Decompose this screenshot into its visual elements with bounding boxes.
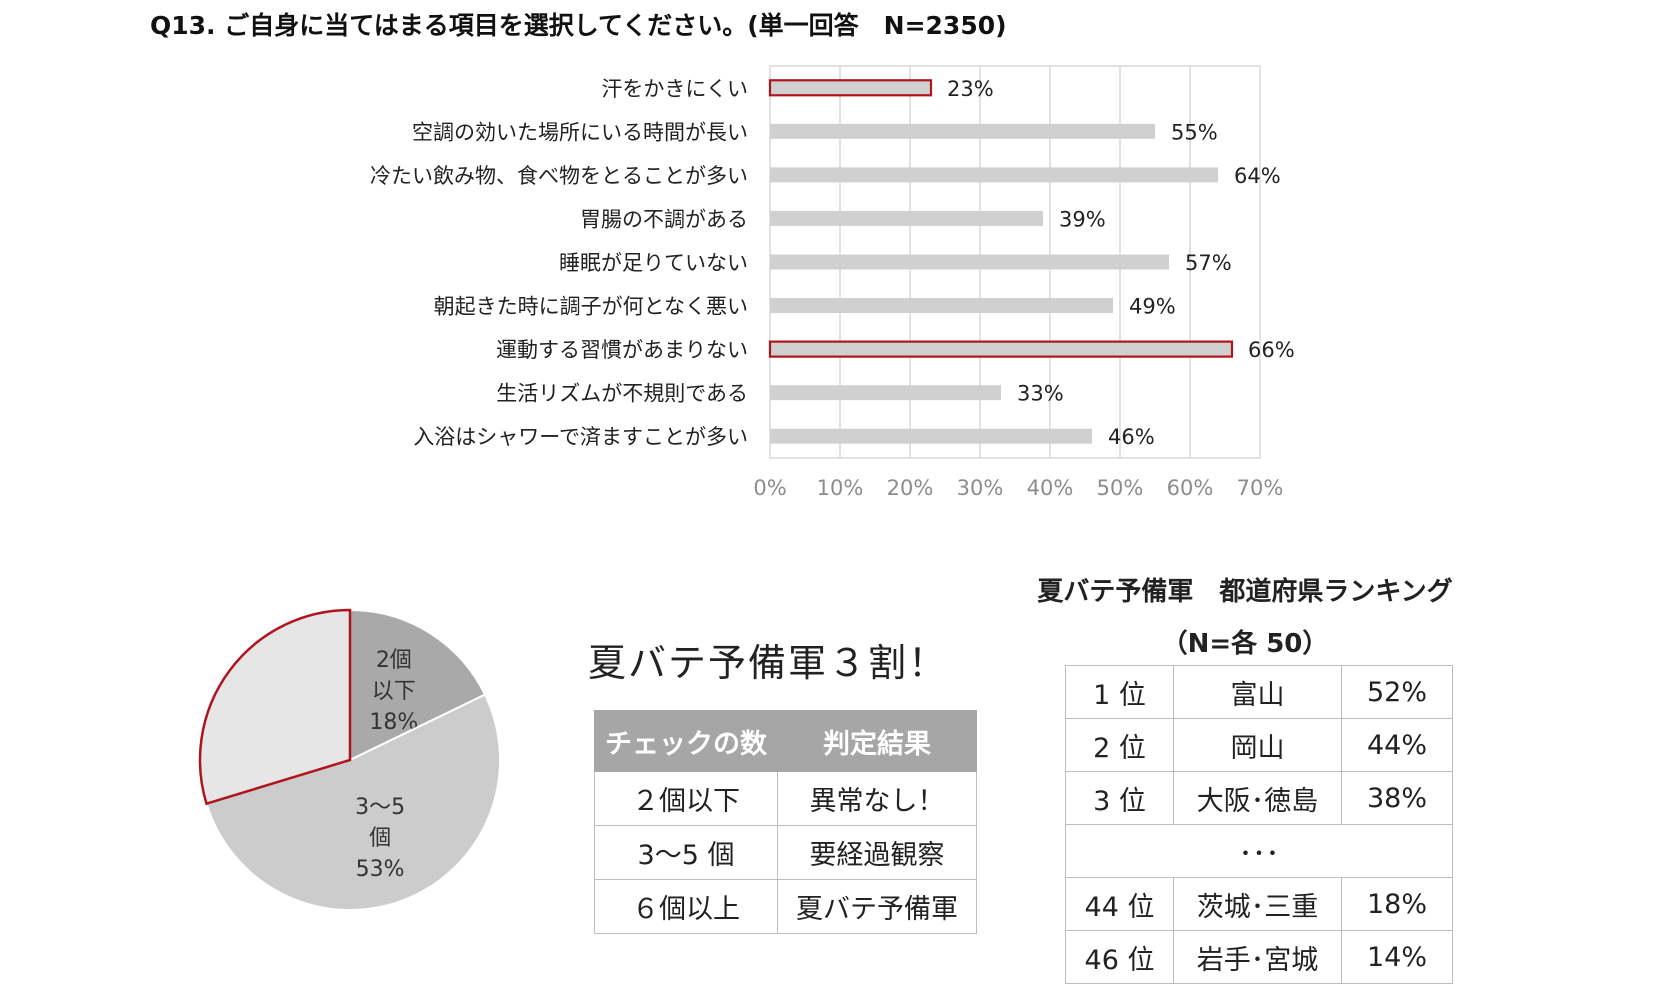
pie-label: 2個 <box>376 648 412 673</box>
percent-cell: 44% <box>1341 718 1453 772</box>
x-tick-label: 60% <box>1167 476 1214 500</box>
rank-cell: 2 位 <box>1065 718 1174 772</box>
category-label: 入浴はシャワーで済ますことが多い <box>413 425 748 449</box>
data-label: 23% <box>947 77 994 101</box>
table-header-row: チェックの数 判定結果 <box>594 710 977 772</box>
pie-label: 個 <box>369 826 391 851</box>
x-tick-label: 40% <box>1027 476 1074 500</box>
table-row: 46 位 岩手･宮城 14% <box>1065 930 1453 984</box>
data-label: 57% <box>1185 251 1232 275</box>
pie-slice <box>205 693 501 912</box>
table-header: チェックの数 <box>594 710 778 772</box>
table-cell: ６個以上 <box>594 879 778 934</box>
ranking-table: 1 位 富山 52% 2 位 岡山 44% 3 位 大阪･徳島 38% ･･･ … <box>1065 665 1453 984</box>
pie-label: 3～5 <box>355 795 405 820</box>
table-row: ２個以下 異常なし！ <box>594 771 977 826</box>
ranking-title: 夏バテ予備軍 都道府県ランキング <box>1037 577 1453 607</box>
percent-cell: 52% <box>1341 665 1453 719</box>
bar <box>770 123 1155 139</box>
percent-cell: 38% <box>1341 771 1453 825</box>
table-row: ６個以上 夏バテ予備軍 <box>594 879 977 934</box>
x-tick-label: 0% <box>753 476 786 500</box>
x-tick-label: 30% <box>957 476 1004 500</box>
rank-cell: 1 位 <box>1065 665 1174 719</box>
data-label: 49% <box>1129 295 1176 319</box>
percent-cell: 18% <box>1341 877 1453 931</box>
category-label: 冷たい飲み物、食べ物をとることが多い <box>370 164 748 188</box>
category-label: 空調の効いた場所にいる時間が長い <box>412 120 748 144</box>
x-tick-label: 50% <box>1097 476 1144 500</box>
headline: 夏バテ予備軍３割！ <box>588 641 949 685</box>
prefecture-cell: 富山 <box>1173 665 1342 719</box>
data-label: 33% <box>1017 382 1064 406</box>
data-label: 66% <box>1248 338 1295 362</box>
category-label: 汗をかきにくい <box>601 77 748 101</box>
prefecture-cell: 茨城･三重 <box>1173 877 1342 931</box>
pie-label: 53% <box>356 857 405 882</box>
bar <box>770 167 1218 183</box>
page-title: Q13. ご自身に当てはまる項目を選択してください。(単一回答 N=2350) <box>150 11 1007 40</box>
data-label: 55% <box>1171 120 1218 144</box>
ellipsis-cell: ･･･ <box>1065 824 1453 878</box>
bar <box>770 298 1113 314</box>
table-cell: 要経過観察 <box>777 825 977 880</box>
prefecture-cell: 岡山 <box>1173 718 1342 772</box>
rank-cell: 44 位 <box>1065 877 1174 931</box>
prefecture-cell: 岩手･宮城 <box>1173 930 1342 984</box>
prefecture-cell: 大阪･徳島 <box>1173 771 1342 825</box>
table-header: 判定結果 <box>777 710 977 772</box>
check-table: チェックの数 判定結果 ２個以下 異常なし！ 3～5 個 要経過観察 ６個以上 … <box>594 710 977 934</box>
table-cell: 夏バテ予備軍 <box>777 879 977 934</box>
table-row: 1 位 富山 52% <box>1065 665 1453 719</box>
data-label: 46% <box>1108 425 1155 449</box>
table-cell: 3～5 個 <box>594 825 778 880</box>
pie-label: 以下 <box>372 679 416 704</box>
category-label: 胃腸の不調がある <box>580 207 748 231</box>
bar <box>770 254 1169 270</box>
table-row: 3 位 大阪･徳島 38% <box>1065 771 1453 825</box>
pie-slice <box>198 608 352 806</box>
table-row: 44 位 茨城･三重 18% <box>1065 877 1453 931</box>
category-label: 生活リズムが不規則である <box>496 382 748 406</box>
bar <box>770 428 1092 444</box>
table-cell: ２個以下 <box>594 771 778 826</box>
x-tick-label: 70% <box>1237 476 1284 500</box>
bar-highlighted <box>768 79 933 97</box>
ranking-sample-size: （N=各 50） <box>1161 629 1329 659</box>
pie-slice <box>349 608 487 762</box>
rank-cell: 46 位 <box>1065 930 1174 984</box>
x-tick-label: 10% <box>817 476 864 500</box>
percent-cell: 14% <box>1341 930 1453 984</box>
category-label: 朝起きた時に調子が何となく悪い <box>434 295 748 319</box>
bar-chart: 0% 10% 20% 30% 40% 50% 60% 70% 汗をかきにくい 23% 空調の効いた場… <box>370 65 1295 500</box>
bar-highlighted <box>768 340 1234 358</box>
category-label: 運動する習慣があまりない <box>496 338 748 362</box>
table-row: 3～5 個 要経過観察 <box>594 825 977 880</box>
data-label: 39% <box>1059 207 1106 231</box>
x-tick-label: 20% <box>887 476 934 500</box>
rank-cell: 3 位 <box>1065 771 1174 825</box>
data-label: 64% <box>1234 164 1281 188</box>
table-row: ･･･ <box>1065 824 1453 878</box>
category-label: 睡眠が足りていない <box>559 251 748 275</box>
bar <box>770 210 1043 226</box>
table-cell: 異常なし！ <box>777 771 977 826</box>
table-row: 2 位 岡山 44% <box>1065 718 1453 772</box>
bar <box>770 385 1001 401</box>
